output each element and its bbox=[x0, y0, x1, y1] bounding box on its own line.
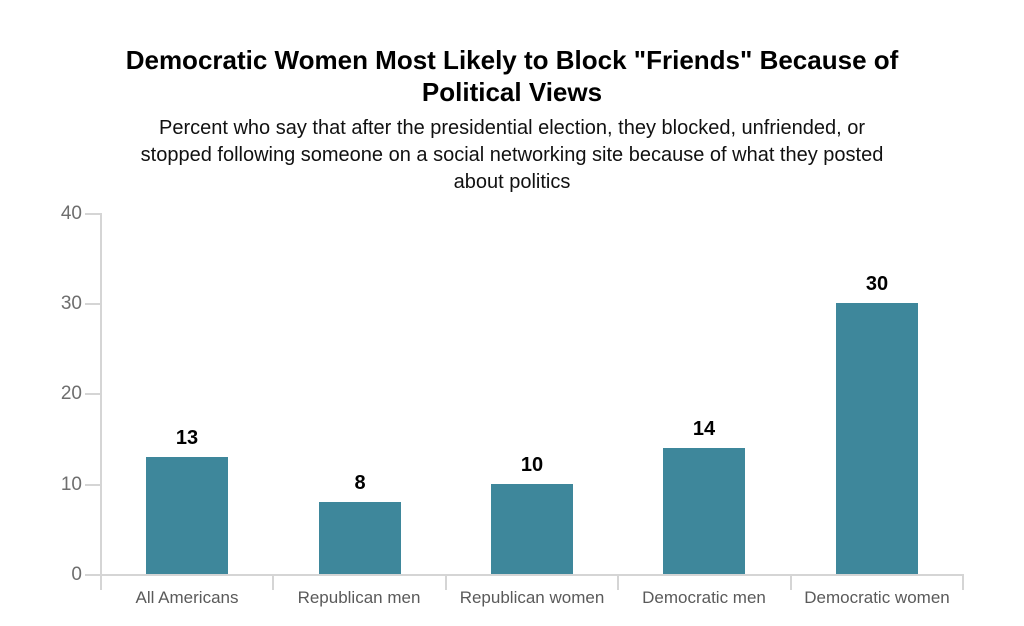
y-tick-label: 40 bbox=[60, 203, 82, 224]
category-label: Democratic women bbox=[804, 588, 950, 607]
chart-subtitle-line-1: Percent who say that after the president… bbox=[159, 117, 865, 139]
y-tick-label: 30 bbox=[60, 293, 82, 314]
category-label: All Americans bbox=[135, 588, 239, 607]
bar bbox=[663, 448, 745, 574]
bar-value-label: 30 bbox=[865, 273, 889, 295]
x-tick bbox=[617, 575, 619, 590]
y-tick-label: 20 bbox=[60, 383, 82, 404]
y-axis-line bbox=[100, 213, 102, 590]
bar-value-label: 14 bbox=[692, 418, 716, 440]
x-tick bbox=[790, 575, 792, 590]
bar-value-label: 8 bbox=[354, 472, 366, 494]
chart-subtitle-line-3: about politics bbox=[453, 171, 571, 193]
category-label: Republican women bbox=[459, 588, 605, 607]
bar-value-label: 13 bbox=[175, 427, 199, 449]
x-axis-line bbox=[100, 574, 964, 576]
y-tick bbox=[85, 574, 101, 576]
chart-subtitle: Percent who say that after the president… bbox=[62, 115, 962, 196]
chart-title-line-1: Democratic Women Most Likely to Block "F… bbox=[125, 45, 899, 75]
y-tick bbox=[85, 213, 101, 215]
y-tick bbox=[85, 393, 101, 395]
x-tick bbox=[272, 575, 274, 590]
bar bbox=[319, 502, 401, 574]
x-tick bbox=[445, 575, 447, 590]
category-label: Republican men bbox=[297, 588, 421, 607]
category-label: Democratic men bbox=[642, 588, 766, 607]
bar-value-label: 10 bbox=[520, 454, 544, 476]
x-tick bbox=[962, 575, 964, 590]
y-tick-label: 0 bbox=[71, 564, 82, 585]
bar bbox=[836, 303, 918, 574]
chart-title: Democratic Women Most Likely to Block "F… bbox=[82, 44, 942, 108]
chart-subtitle-line-2: stopped following someone on a social ne… bbox=[140, 144, 884, 166]
bar bbox=[146, 457, 228, 574]
chart-title-line-2: Political Views bbox=[421, 77, 603, 107]
bar bbox=[491, 484, 573, 574]
y-tick-label: 10 bbox=[60, 474, 82, 495]
y-tick bbox=[85, 484, 101, 486]
x-tick bbox=[100, 575, 102, 590]
y-tick bbox=[85, 303, 101, 305]
